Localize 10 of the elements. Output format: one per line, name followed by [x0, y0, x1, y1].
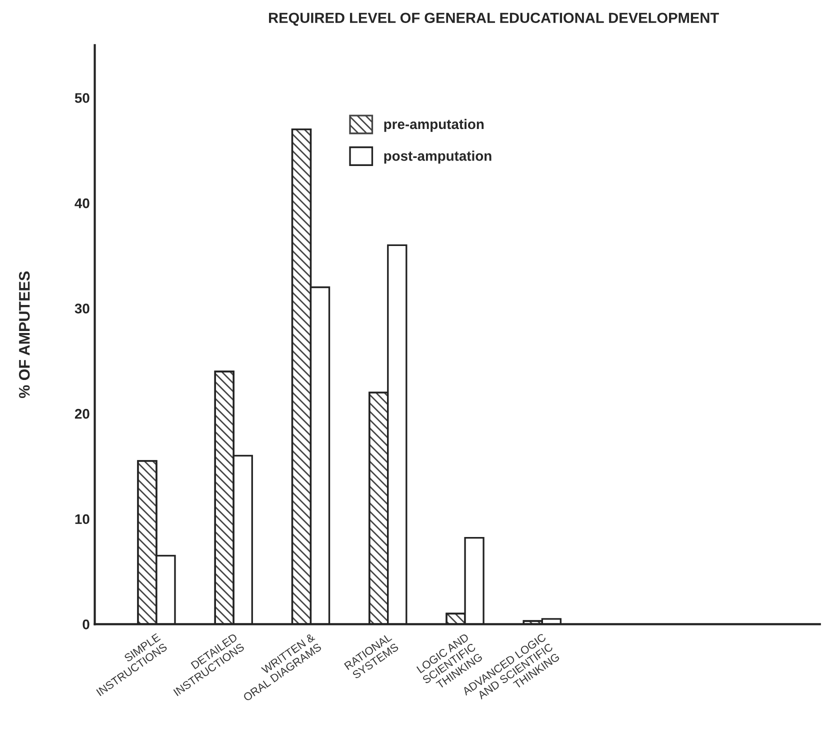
y-tick-label: 30: [74, 304, 90, 314]
chart-title: REQUIRED LEVEL OF GENERAL EDUCATIONAL DEVELOPMENT: [269, 12, 719, 26]
y-tick-label: 10: [75, 514, 90, 524]
legend-label: post-amputation: [384, 150, 492, 164]
legend-label: pre-amputation: [384, 118, 484, 132]
y-axis-title: % OF AMPUTEES: [18, 271, 30, 398]
y-tick-label: 40: [74, 198, 90, 208]
y-tick-label: 0: [82, 619, 90, 630]
y-tick-label: 50: [74, 93, 90, 103]
y-tick-label: 20: [74, 408, 90, 419]
